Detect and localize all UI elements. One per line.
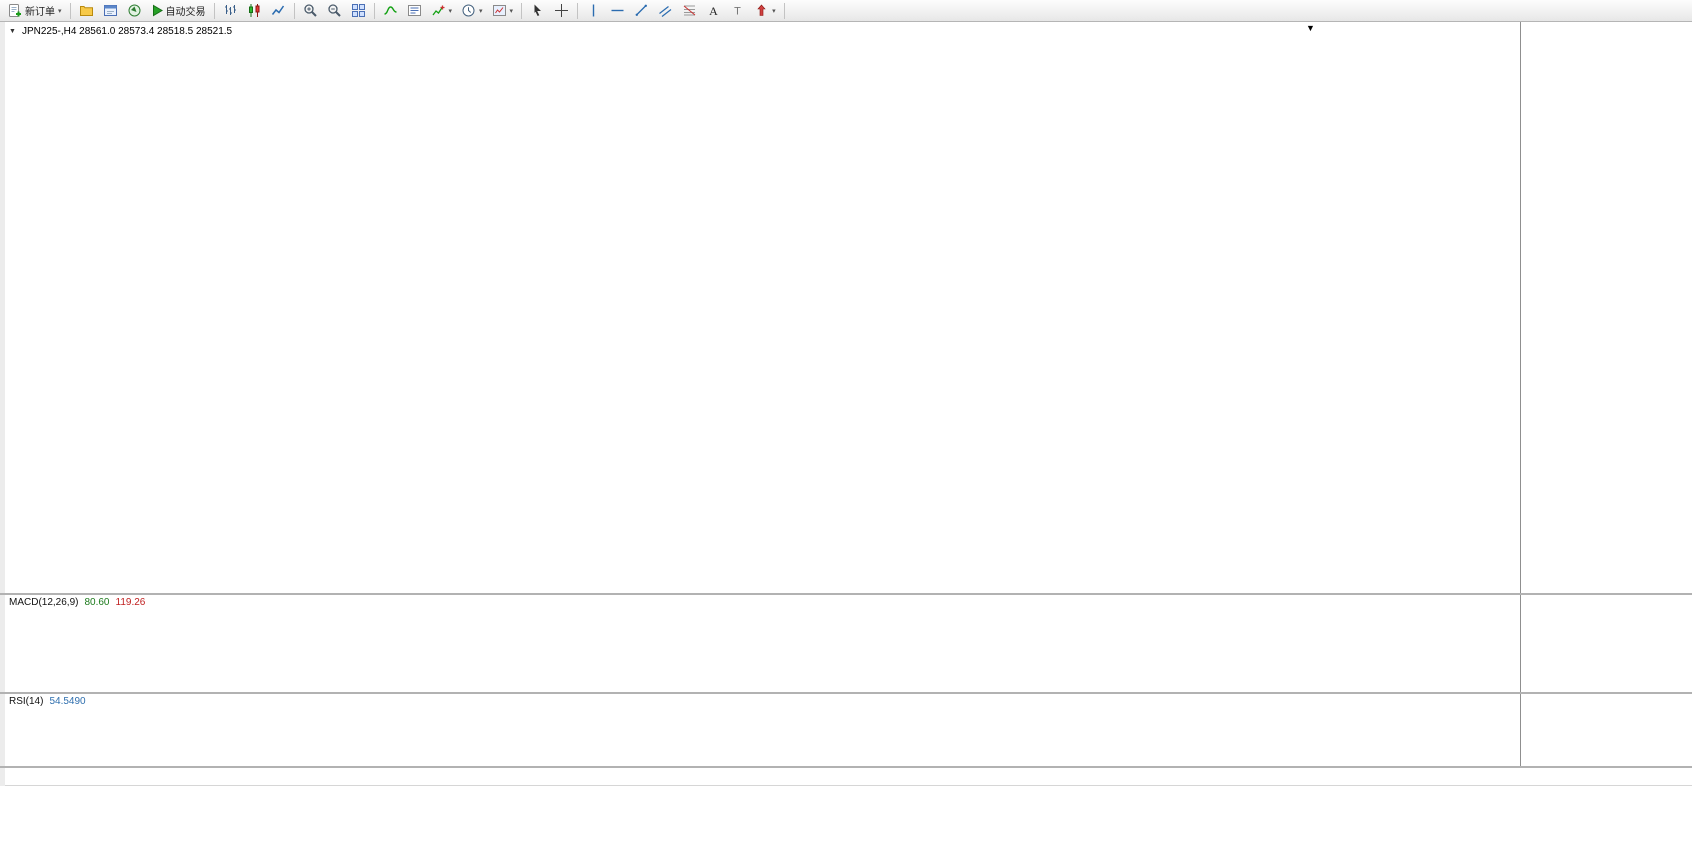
cursor-icon [530,3,545,18]
indicator-list-button[interactable] [403,1,426,20]
panel-splitter[interactable] [0,593,1692,595]
text-icon: A [706,3,721,18]
line-chart-button[interactable] [267,1,290,20]
chevron-down-icon[interactable]: ▾ [58,7,62,15]
templates-button[interactable]: ▾ [488,1,518,20]
profiles-button[interactable] [75,1,98,20]
candlestick-chart-button[interactable] [243,1,266,20]
macd-signal-value: 119.26 [115,597,146,608]
data-window-button[interactable] [99,1,122,20]
chevron-down-icon[interactable]: ▾ [772,7,776,15]
autotrading-icon [151,4,164,17]
macd-label: MACD(12,26,9) 80.60 119.26 [9,597,145,608]
chevron-down-icon[interactable]: ▾ [479,7,483,15]
candlestick-plot[interactable] [5,22,1520,593]
trendline-button[interactable] [630,1,653,20]
window-left-margin [0,22,5,786]
rsi-title: RSI(14) [9,696,44,707]
indicators-button[interactable] [379,1,402,20]
macd-title: MACD(12,26,9) [9,597,79,608]
label-icon: T [730,3,745,18]
periods-button[interactable]: ▾ [457,1,487,20]
time-axis[interactable] [0,768,1692,786]
rsi-panel[interactable]: RSI(14) 54.5490 [5,694,1520,766]
line-chart-icon [271,3,286,18]
trendline-icon [634,3,649,18]
crosshair-button[interactable] [550,1,573,20]
indicators-icon [383,3,398,18]
zoom-out-icon [327,3,342,18]
macd-plot[interactable] [5,595,1520,692]
macd-panel[interactable]: MACD(12,26,9) 80.60 119.26 [5,595,1520,692]
navigator-button[interactable] [123,1,146,20]
main-chart-panel[interactable]: ▼ JPN225-,H4 28561.0 28573.4 28518.5 285… [5,22,1520,593]
macd-main-value: 80.60 [84,597,110,608]
svg-text:A: A [709,4,718,18]
toolbar-separator [373,2,375,19]
zoom-out-button[interactable] [323,1,346,20]
toolbar-separator [69,2,71,19]
zoom-in-icon [303,3,318,18]
bar-chart-icon [223,3,238,18]
time-axis-separator [0,766,1692,768]
symbol-info-text: JPN225-,H4 28561.0 28573.4 28518.5 28521… [21,26,233,37]
vline-icon [586,3,601,18]
data-window-icon [103,3,118,18]
toolbar-separator [783,2,785,19]
rsi-value: 54.5490 [49,696,86,707]
toolbar-separator [577,2,579,19]
chevron-down-icon[interactable]: ▾ [448,7,453,15]
tile-windows-button[interactable] [347,1,370,20]
toolbar-separator [521,2,523,19]
svg-text:T: T [734,6,741,18]
navigator-icon [127,3,142,18]
bar-chart-button[interactable] [219,1,242,20]
profiles-icon [79,3,94,18]
candlestick-icon [247,3,262,18]
channel-icon [658,3,673,18]
collapse-triangle-icon[interactable]: ▼ [9,28,16,35]
price-axis[interactable] [1520,22,1692,766]
toolbar-separator [293,2,295,19]
tile-windows-icon [351,3,366,18]
rsi-plot[interactable] [5,694,1520,766]
chart-shift-marker[interactable]: ▼ [1306,23,1315,33]
fibonacci-icon [682,3,697,18]
rsi-label: RSI(14) 54.5490 [9,696,86,707]
chevron-down-icon[interactable]: ▾ [509,7,514,15]
text-button[interactable]: A [702,1,725,20]
equidistant-channel-button[interactable] [654,1,677,20]
text-label-button[interactable]: T [726,1,749,20]
toolbar: 新订单 ▾ 自动交易 ▾ ▾ ▾ A T ▾ [0,0,1692,22]
fibonacci-button[interactable] [678,1,701,20]
vertical-line-button[interactable] [582,1,605,20]
toolbar-separator [213,2,215,19]
horizontal-line-button[interactable] [606,1,629,20]
symbol-ohlc-label: ▼ JPN225-,H4 28561.0 28573.4 28518.5 285… [9,26,232,37]
add-indicator-button[interactable]: ▾ [427,1,457,20]
hline-icon [610,3,625,18]
autotrading-label: 自动交易 [165,7,206,18]
panel-splitter[interactable] [0,692,1692,694]
crosshair-icon [554,3,569,18]
arrows-icon [754,3,769,18]
zoom-in-button[interactable] [299,1,322,20]
cursor-button[interactable] [526,1,549,20]
add-indicator-icon [431,3,446,18]
new-order-button[interactable]: 新订单 ▾ [4,1,66,20]
periods-icon [461,3,476,18]
indicator-list-icon [407,3,422,18]
templates-icon [492,3,507,18]
new-order-label: 新订单 [25,7,55,18]
autotrading-button[interactable]: 自动交易 [147,1,210,20]
new-order-icon [8,3,23,18]
arrows-button[interactable]: ▾ [750,1,780,20]
